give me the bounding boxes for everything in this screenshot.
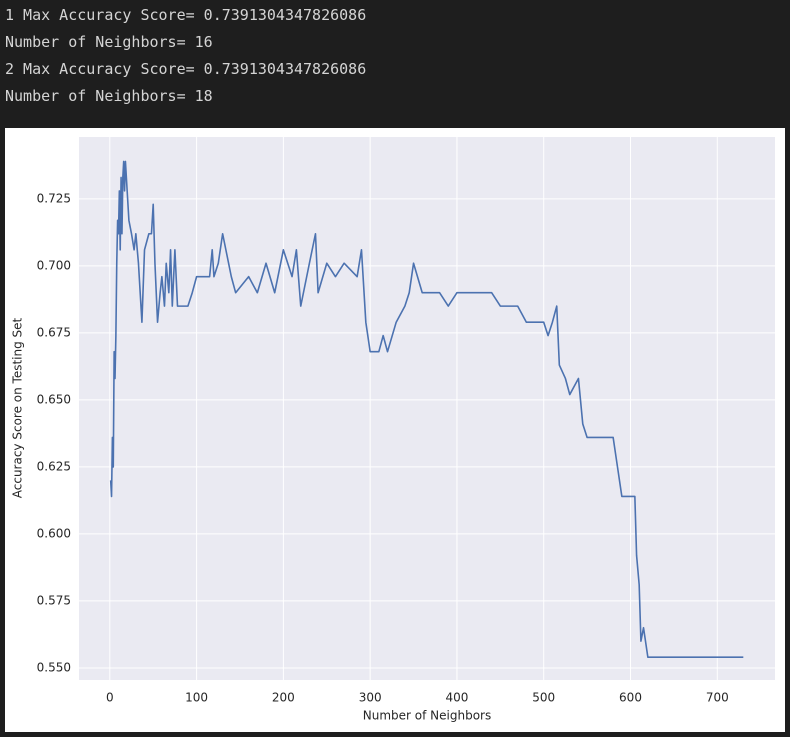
x-tick-label: 500 — [532, 691, 555, 705]
y-axis-label: Accuracy Score on Testing Set — [11, 317, 25, 498]
x-tick-label: 700 — [706, 691, 729, 705]
x-tick-label: 100 — [185, 691, 208, 705]
output-line: 1 Max Accuracy Score= 0.7391304347826086 — [5, 6, 367, 24]
x-axis-label: Number of Neighbors — [363, 709, 491, 723]
output-line: Number of Neighbors= 18 — [5, 87, 213, 105]
y-tick-label: 0.550 — [37, 660, 71, 674]
chart: Number of Neighbors Accuracy Score on Te… — [5, 128, 785, 732]
y-tick-label: 0.675 — [37, 325, 71, 339]
plot-area — [79, 137, 775, 680]
output-line: Number of Neighbors= 16 — [5, 33, 213, 51]
x-tick-label: 600 — [619, 691, 642, 705]
y-tick-label: 0.625 — [37, 459, 71, 473]
y-tick-label: 0.725 — [37, 191, 71, 205]
x-tick-label: 0 — [106, 691, 114, 705]
y-tick-label: 0.650 — [37, 392, 71, 406]
y-tick-label: 0.700 — [37, 258, 71, 272]
x-tick-label: 400 — [445, 691, 468, 705]
y-tick-label: 0.600 — [37, 526, 71, 540]
x-tick-label: 200 — [272, 691, 295, 705]
data-line — [109, 160, 744, 659]
cell-output: 1 Max Accuracy Score= 0.7391304347826086… — [5, 2, 366, 110]
x-tick-label: 300 — [359, 691, 382, 705]
output-line: 2 Max Accuracy Score= 0.7391304347826086 — [5, 60, 367, 78]
y-tick-label: 0.575 — [37, 593, 71, 607]
